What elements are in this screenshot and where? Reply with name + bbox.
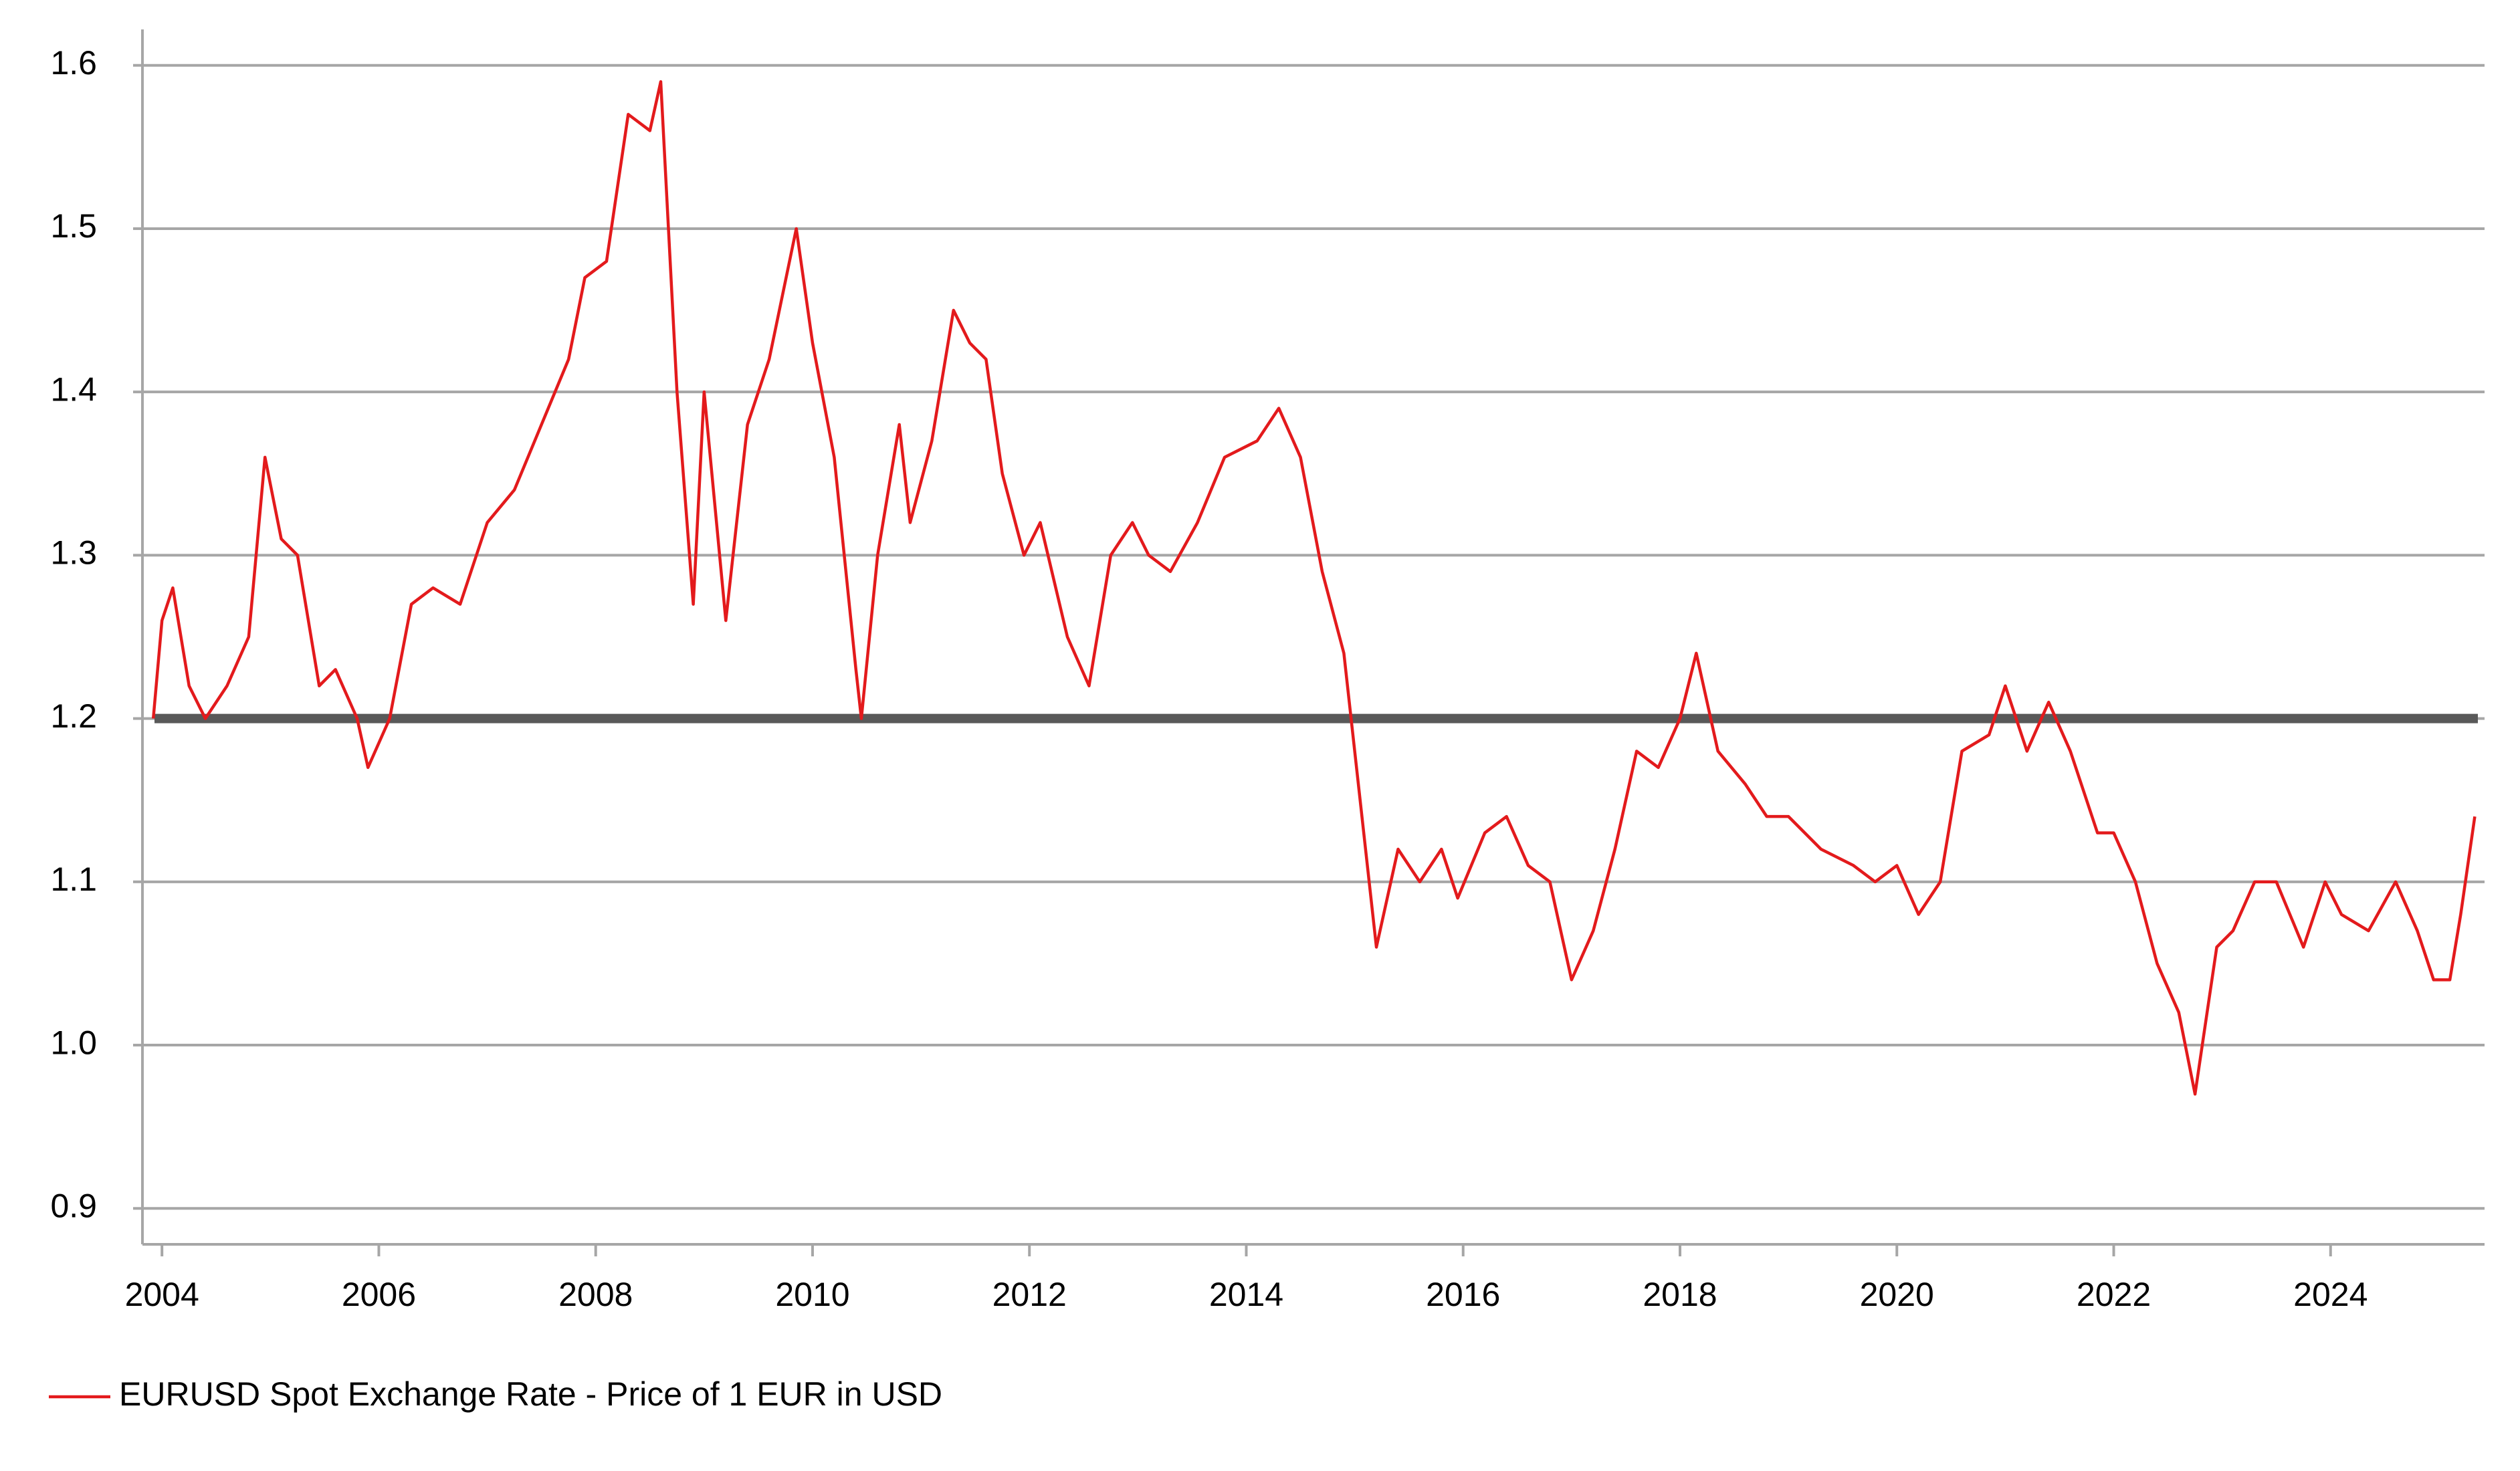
x-tick-label: 2020 xyxy=(1860,1276,1934,1313)
y-tick-label: 1.3 xyxy=(50,534,97,572)
y-tick-label: 1.2 xyxy=(50,697,97,735)
y-tick-label: 1.5 xyxy=(50,207,97,245)
x-tick-label: 2024 xyxy=(2293,1276,2368,1313)
legend-label: EURUSD Spot Exchange Rate - Price of 1 E… xyxy=(119,1375,942,1413)
x-tick-label: 2004 xyxy=(125,1276,199,1313)
x-tick-label: 2008 xyxy=(558,1276,633,1313)
x-tick-label: 2012 xyxy=(992,1276,1067,1313)
y-tick-label: 0.9 xyxy=(50,1187,97,1224)
x-tick-label: 2006 xyxy=(342,1276,416,1313)
x-tick-label: 2016 xyxy=(1426,1276,1500,1313)
y-tick-label: 1.4 xyxy=(50,370,97,408)
y-tick-label: 1.0 xyxy=(50,1024,97,1061)
y-tick-label: 1.1 xyxy=(50,861,97,898)
y-tick-label: 1.6 xyxy=(50,44,97,82)
data-line xyxy=(151,80,2477,1096)
x-tick-label: 2014 xyxy=(1209,1276,1283,1313)
x-tick-label: 2022 xyxy=(2077,1276,2151,1313)
x-tick-label: 2010 xyxy=(775,1276,849,1313)
x-tick-label: 2018 xyxy=(1643,1276,1717,1313)
